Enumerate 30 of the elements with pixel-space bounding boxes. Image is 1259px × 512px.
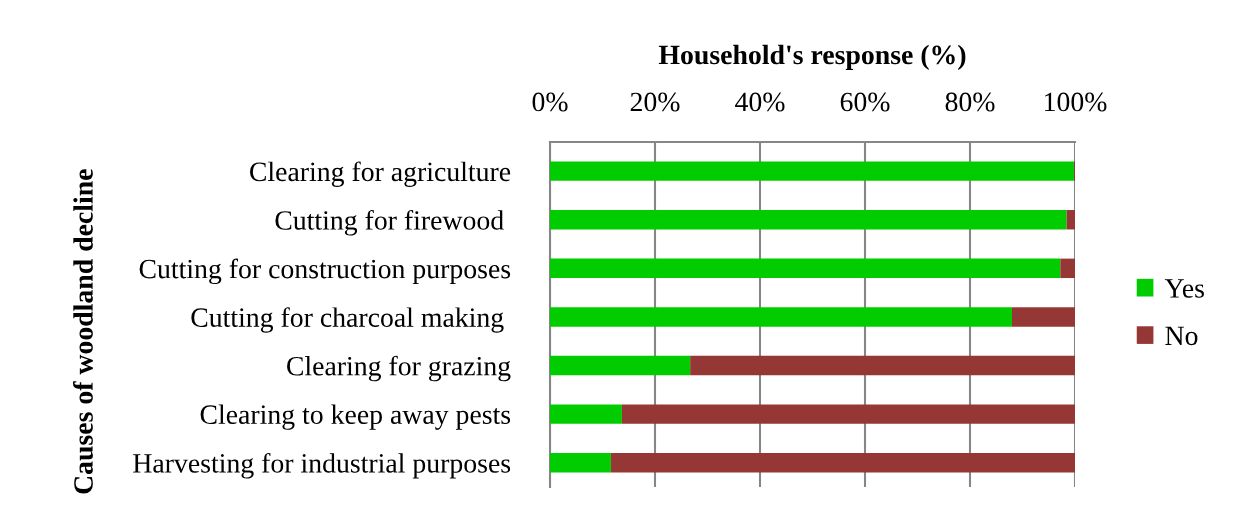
y-tick-label: Cutting for charcoal making xyxy=(191,307,504,333)
bar xyxy=(550,210,1067,230)
y-tick-label: Clearing for grazing xyxy=(287,355,511,382)
x-tick-label: 20% xyxy=(630,92,680,112)
bar xyxy=(550,452,611,473)
y-tick-label: Cutting for firewood xyxy=(275,209,504,236)
bar xyxy=(1066,210,1075,230)
y-tick-label: Cutting for construction purposes xyxy=(139,258,511,285)
bar xyxy=(621,404,1075,424)
bar xyxy=(1060,258,1075,279)
y-tick-label: Clearing for agriculture xyxy=(250,161,511,187)
x-tick-label: 80% xyxy=(945,92,995,112)
bar xyxy=(550,161,1074,181)
bar xyxy=(550,404,622,424)
bar xyxy=(550,355,691,376)
y-tick-label: Clearing to keep away pests xyxy=(200,404,511,430)
legend-label: Yes xyxy=(1164,279,1204,298)
bar xyxy=(550,258,1061,279)
legend-label: No xyxy=(1165,326,1198,346)
y-tick-label: Harvesting for industrial purposes xyxy=(133,452,511,479)
x-tick-label: 40% xyxy=(735,92,785,112)
bar xyxy=(1012,307,1075,327)
x-tick-label: 0% xyxy=(532,92,568,112)
bar xyxy=(690,355,1075,376)
x-tick-label: 60% xyxy=(840,92,890,112)
x-tick-label: 100% xyxy=(1045,92,1107,112)
y-axis-title: Causes of woodland decline xyxy=(73,169,93,494)
bar xyxy=(610,452,1075,473)
bar xyxy=(550,307,1012,327)
x-axis-title: Household's response (%) xyxy=(658,44,966,70)
